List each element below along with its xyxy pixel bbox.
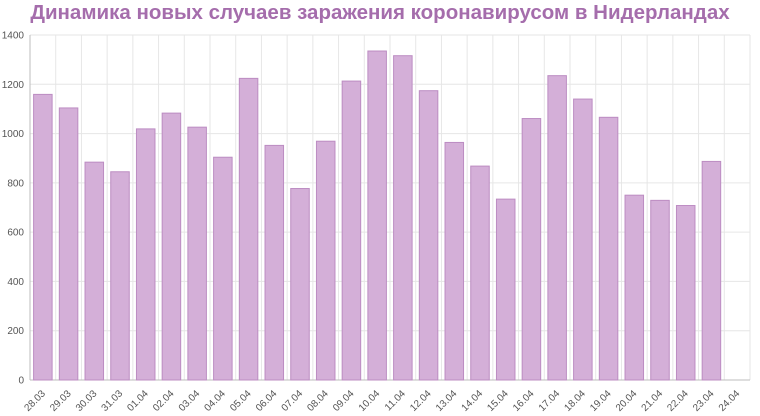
x-tick-label: 11.04: [383, 388, 408, 413]
bar-22.04: [675, 205, 696, 381]
x-tick-label: 10.04: [357, 388, 383, 414]
y-tick-label: 400: [7, 277, 24, 288]
bar-03.04: [187, 126, 207, 381]
x-tick-label: 06.04: [254, 388, 280, 414]
bar-31.03: [110, 171, 130, 381]
y-tick-label: 200: [7, 326, 24, 337]
x-tick-label: 23.04: [691, 388, 717, 414]
bar-30.03: [84, 161, 105, 381]
x-tick-label: 12.04: [408, 388, 434, 414]
chart-title: Динамика новых случаев заражения коронав…: [30, 1, 730, 24]
x-tick-label: 07.04: [280, 388, 306, 414]
bar-08.04: [315, 140, 336, 381]
x-tick-label: 13.04: [434, 388, 460, 414]
bar-21.04: [650, 199, 670, 381]
x-tick-label: 15.04: [485, 388, 511, 414]
y-tick-label: 1200: [2, 80, 25, 91]
y-tick-label: 1400: [2, 31, 25, 42]
x-tick-label: 18.04: [563, 388, 589, 414]
y-tick-label: 0: [18, 376, 24, 387]
bar-16.04: [521, 118, 542, 381]
bar-07.04: [290, 188, 310, 381]
bar-11.04: [393, 55, 413, 381]
x-tick-label: 28.03: [23, 388, 49, 414]
bar-05.04: [238, 77, 259, 381]
x-tick-label: 30.03: [74, 388, 100, 414]
x-tick-label: 20.04: [614, 388, 640, 414]
x-tick-label: 05.04: [228, 388, 254, 414]
x-tick-label: 01.04: [125, 388, 151, 414]
y-tick-label: 1000: [2, 129, 25, 140]
bar-06.04: [264, 144, 285, 381]
bar-02.04: [161, 112, 182, 381]
bar-28.03: [33, 93, 53, 381]
x-tick-label: 22.04: [665, 388, 691, 414]
x-tick-label: 04.04: [203, 388, 229, 414]
bar-10.04: [367, 50, 387, 381]
x-tick-label: 09.04: [331, 388, 357, 414]
bar-13.04: [444, 141, 465, 381]
x-tick-label: 02.04: [151, 388, 177, 414]
x-tick-label: 31.03: [100, 388, 126, 414]
y-tick-label: 800: [7, 178, 24, 189]
x-tick-label: 16.04: [511, 388, 537, 414]
x-tick-label: 29.03: [48, 388, 74, 414]
x-tick-label: 19.04: [588, 388, 614, 414]
bar-15.04: [495, 198, 516, 381]
bar-12.04: [418, 90, 439, 381]
x-tick-label: 21.04: [640, 388, 666, 414]
bar-14.04: [470, 165, 490, 381]
bar-18.04: [573, 98, 593, 381]
bar-01.04: [135, 128, 156, 381]
bar-23.04: [701, 160, 722, 381]
bar-04.04: [213, 156, 233, 381]
bar-19.04: [598, 116, 619, 381]
x-tick-label: 14.04: [460, 388, 486, 414]
x-tick-label: 17.04: [537, 388, 563, 414]
x-tick-label: 03.04: [177, 388, 203, 414]
bar-29.03: [58, 107, 79, 381]
y-tick-label: 600: [7, 228, 24, 239]
x-tick-label: 24.04: [717, 388, 743, 414]
bar-09.04: [341, 80, 362, 381]
x-tick-label: 08.04: [305, 388, 331, 414]
bar-17.04: [547, 75, 567, 381]
bar-20.04: [624, 194, 645, 381]
